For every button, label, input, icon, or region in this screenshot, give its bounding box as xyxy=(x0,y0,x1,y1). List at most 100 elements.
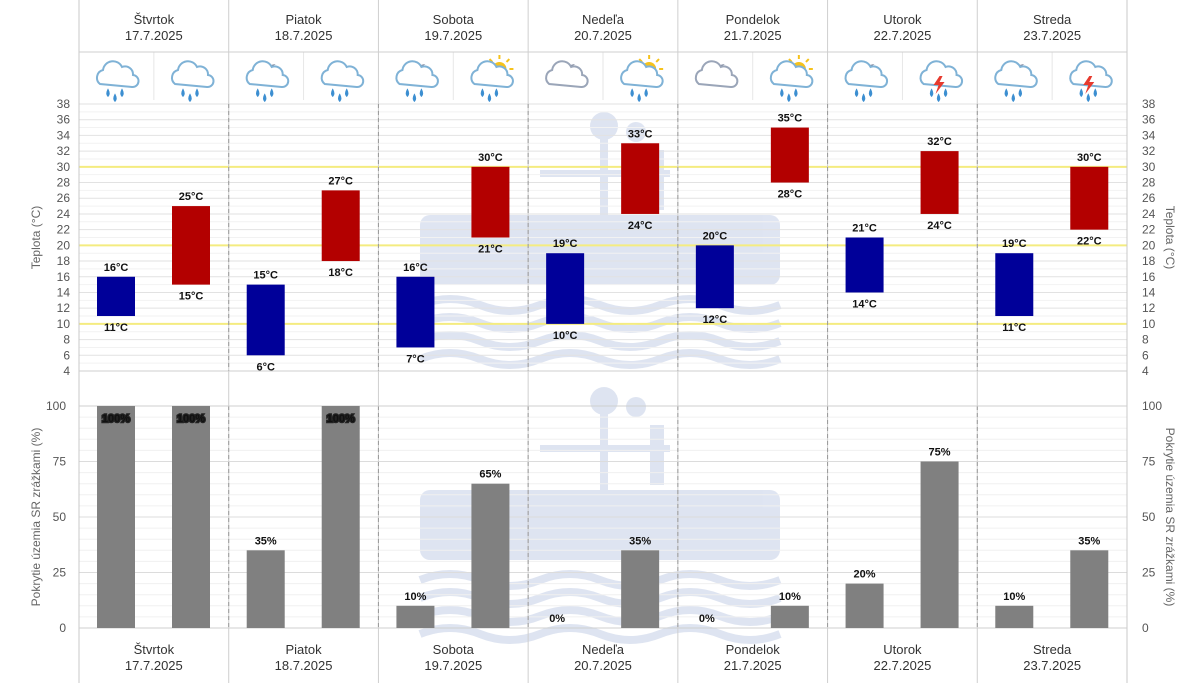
precip-value-label: 0% xyxy=(699,613,715,625)
precip-bar-day xyxy=(770,605,809,628)
temp-low-label: 24°C xyxy=(628,220,653,232)
precip-tick-right: 100 xyxy=(1142,399,1162,413)
temp-low-label: 11°C xyxy=(1002,322,1026,334)
temp-tick-left: 4 xyxy=(63,364,70,378)
temp-bar-day xyxy=(471,166,510,238)
temp-tick-right: 20 xyxy=(1142,238,1156,252)
temp-tick-right: 4 xyxy=(1142,364,1149,378)
precip-value-label: 100% xyxy=(177,413,205,425)
precip-tick-left: 75 xyxy=(53,455,67,469)
temp-low-label: 14°C xyxy=(852,298,877,310)
chart-marks: 16°C 11°C 15°C 6°C 16°C 7°C 19°C 10°C 20°C 12°C 21… xyxy=(97,113,1109,628)
footer-day-name: Nedeľa xyxy=(582,642,625,657)
temp-tick-right: 36 xyxy=(1142,113,1156,127)
temp-low-label: 22°C xyxy=(1077,236,1102,248)
temp-low-label: 11°C xyxy=(104,322,128,334)
temp-low-label: 24°C xyxy=(927,220,952,232)
temp-tick-left: 6 xyxy=(63,348,70,362)
precip-bar-day xyxy=(1070,550,1109,628)
temp-bar-day xyxy=(321,190,360,262)
temp-tick-left: 36 xyxy=(57,113,71,127)
footer-day-date: 19.7.2025 xyxy=(424,658,482,673)
temp-bar-day xyxy=(1070,166,1109,230)
header-day-date: 23.7.2025 xyxy=(1023,28,1081,43)
footer-day-date: 17.7.2025 xyxy=(125,658,183,673)
temp-tick-left: 30 xyxy=(57,160,71,174)
footer-day-date: 20.7.2025 xyxy=(574,658,632,673)
temp-tick-left: 20 xyxy=(57,238,71,252)
footer-day-name: Streda xyxy=(1033,642,1072,657)
precip-tick-left: 100 xyxy=(46,399,66,413)
precip-value-label: 100% xyxy=(102,413,130,425)
temp-tick-right: 16 xyxy=(1142,270,1156,284)
temp-bar-night xyxy=(546,253,585,324)
temp-axis-title-left: Teplota (°C) xyxy=(29,206,43,270)
precip-value-label: 75% xyxy=(929,447,951,459)
moon-cloud-rain-icon xyxy=(844,60,889,103)
precip-bar-day xyxy=(321,406,360,628)
precip-tick-right: 25 xyxy=(1142,566,1156,580)
temp-bar-night xyxy=(695,245,734,309)
precip-bar-night xyxy=(995,605,1034,628)
precip-value-label: 65% xyxy=(479,469,501,481)
header-day-date: 17.7.2025 xyxy=(125,28,183,43)
temp-high-label: 19°C xyxy=(1002,238,1027,250)
footer-day-name: Štvrtok xyxy=(134,642,175,657)
temp-high-label: 35°C xyxy=(778,113,803,125)
temp-high-label: 30°C xyxy=(478,152,503,164)
precip-bar-night xyxy=(246,550,285,628)
temp-low-label: 15°C xyxy=(179,291,204,303)
precip-bar-day xyxy=(172,406,210,628)
temp-tick-left: 22 xyxy=(57,223,71,237)
temp-tick-right: 38 xyxy=(1142,97,1156,111)
footer-day-name: Sobota xyxy=(433,642,475,657)
moon-cloud-rain-icon xyxy=(245,60,290,103)
precip-bar-night xyxy=(845,583,884,628)
temp-tick-right: 32 xyxy=(1142,144,1156,158)
temp-high-label: 27°C xyxy=(328,175,353,187)
temp-tick-left: 34 xyxy=(57,128,71,142)
temp-tick-left: 12 xyxy=(57,301,71,315)
temp-high-label: 16°C xyxy=(104,262,129,274)
temp-tick-right: 30 xyxy=(1142,160,1156,174)
temp-tick-left: 24 xyxy=(57,207,71,221)
temp-tick-left: 32 xyxy=(57,144,71,158)
footer-day-name: Pondelok xyxy=(726,642,781,657)
sun-cloud-rain-icon xyxy=(769,55,814,103)
precip-tick-left: 50 xyxy=(53,510,67,524)
moon-cloud-icon xyxy=(545,60,589,88)
temp-high-label: 33°C xyxy=(628,128,653,140)
shmu-logo-watermark xyxy=(418,387,782,644)
thunderstorm-icon xyxy=(919,60,964,103)
temp-high-label: 30°C xyxy=(1077,152,1102,164)
footer-day-date: 23.7.2025 xyxy=(1023,658,1081,673)
header-day-date: 22.7.2025 xyxy=(874,28,932,43)
precip-tick-right: 75 xyxy=(1142,455,1156,469)
precip-bar-night xyxy=(396,605,435,628)
temp-tick-left: 10 xyxy=(57,317,71,331)
precip-value-label: 20% xyxy=(854,569,876,581)
thunderstorm-icon xyxy=(1069,60,1113,103)
temp-tick-right: 34 xyxy=(1142,128,1156,142)
precip-value-label: 10% xyxy=(1003,591,1025,603)
temp-high-label: 15°C xyxy=(253,270,278,282)
temp-bar-day xyxy=(621,143,660,214)
sun-cloud-rain-icon xyxy=(470,55,514,103)
temp-bar-night xyxy=(995,253,1034,317)
precip-value-label: 10% xyxy=(404,591,426,603)
temp-high-label: 21°C xyxy=(852,223,877,235)
moon-cloud-rain-icon xyxy=(395,60,439,103)
header-day-name: Nedeľa xyxy=(582,12,625,27)
precip-tick-left: 25 xyxy=(53,566,67,580)
temp-tick-right: 28 xyxy=(1142,176,1156,190)
sun-cloud-rain-icon xyxy=(620,55,664,103)
header-day-name: Utorok xyxy=(883,12,922,27)
temp-tick-left: 16 xyxy=(57,270,71,284)
precip-value-label: 35% xyxy=(629,535,651,547)
header-day-name: Piatok xyxy=(286,12,323,27)
header-day-date: 19.7.2025 xyxy=(424,28,482,43)
temp-high-label: 16°C xyxy=(403,262,428,274)
temp-low-label: 6°C xyxy=(256,361,275,373)
